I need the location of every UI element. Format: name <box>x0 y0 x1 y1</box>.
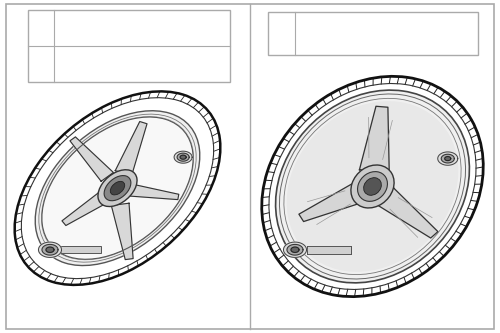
Ellipse shape <box>286 101 458 272</box>
Polygon shape <box>291 247 299 252</box>
Bar <box>62 246 101 253</box>
Text: B1: B1 <box>33 59 48 69</box>
Bar <box>307 246 351 254</box>
Ellipse shape <box>42 117 194 260</box>
Ellipse shape <box>276 90 469 283</box>
Polygon shape <box>70 137 114 181</box>
Polygon shape <box>442 154 454 163</box>
Polygon shape <box>116 122 147 176</box>
Bar <box>28 10 230 82</box>
Text: C1: C1 <box>274 28 288 38</box>
Polygon shape <box>445 157 451 161</box>
Polygon shape <box>376 188 438 238</box>
Text: Complete Wheel Assembly
Black Tire/Silver Rim: Complete Wheel Assembly Black Tire/Silve… <box>60 18 182 38</box>
Polygon shape <box>299 183 364 221</box>
Bar <box>268 12 478 55</box>
Polygon shape <box>177 153 189 161</box>
Ellipse shape <box>35 111 200 265</box>
Ellipse shape <box>104 175 131 201</box>
Text: Complete Wheel Assembly
Gray Tire/Silver Rim: Complete Wheel Assembly Gray Tire/Silver… <box>60 53 182 74</box>
Polygon shape <box>438 152 458 165</box>
Polygon shape <box>180 155 186 159</box>
Polygon shape <box>287 244 303 255</box>
Polygon shape <box>284 242 306 257</box>
Ellipse shape <box>351 165 394 208</box>
Ellipse shape <box>364 178 382 195</box>
Polygon shape <box>360 106 389 172</box>
Polygon shape <box>112 203 133 260</box>
Polygon shape <box>62 191 110 225</box>
Text: A1: A1 <box>33 23 48 33</box>
Polygon shape <box>174 151 192 163</box>
Ellipse shape <box>358 171 388 201</box>
Polygon shape <box>130 184 179 199</box>
Ellipse shape <box>98 170 137 206</box>
Ellipse shape <box>110 181 124 195</box>
Text: Complete Wheel Assembly
Black Tire/Silver Rim, Tri-Spoke: Complete Wheel Assembly Black Tire/Silve… <box>301 23 441 44</box>
Polygon shape <box>42 244 58 255</box>
Polygon shape <box>38 242 62 257</box>
Polygon shape <box>46 247 54 252</box>
